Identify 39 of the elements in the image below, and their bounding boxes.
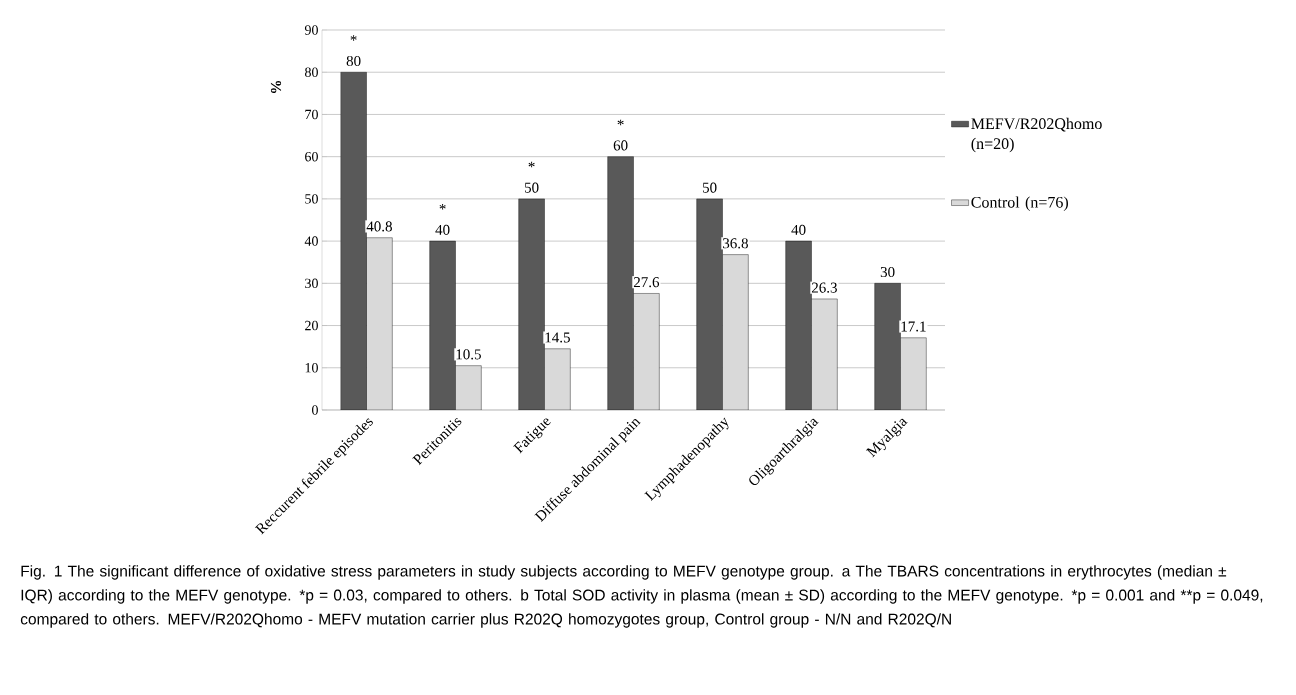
data-label: 26.3 — [811, 282, 837, 293]
bar — [544, 348, 571, 410]
y-tick-label: 80 — [305, 67, 318, 77]
annotation: * — [350, 35, 357, 41]
y-tick-label: 20 — [305, 320, 318, 331]
data-label: 36.8 — [723, 238, 748, 249]
data-label: 30 — [880, 267, 895, 278]
caption: Fig. 1 The significant difference of oxidative stress parameters in study subjects according to MEFV genotype group. a The TBARS concentrations in erythrocytes (median ± IQR) according to the MEFV genotype. *p = 0.03, compared to others. b Total SOD activity in plasma (mean ± SD) according to the MEFV genotype. *p = 0.001 and **p = 0.049, compared to others. MEFV/R202Qhomo - MEFV mutation carrier plus R202Q homozygotes group, Control group - N/N and R202Q/N — [20, 565, 1263, 628]
data-label: 14.5 — [545, 332, 570, 343]
bar — [366, 237, 393, 410]
y-tick-label: 70 — [305, 109, 318, 120]
data-label: 60 — [613, 140, 628, 151]
y-tick-label: 10 — [305, 363, 318, 373]
data-label: 17.1 — [901, 321, 926, 332]
y-tick-label: 50 — [305, 194, 318, 204]
bar — [722, 254, 749, 410]
annotation: * — [528, 161, 535, 168]
y-axis-title: % — [270, 80, 282, 93]
data-label: 40.8 — [366, 221, 392, 232]
y-tick-label: 0 — [312, 405, 318, 415]
annotation: * — [617, 119, 624, 126]
data-label: 50 — [702, 182, 717, 193]
bar — [455, 365, 482, 410]
data-label: 80 — [346, 55, 361, 67]
data-label: 27.6 — [633, 277, 660, 288]
legend-label: MEFV/R202Qhomo (n=20) — [971, 117, 1102, 153]
y-tick-label: 60 — [305, 151, 318, 162]
data-label: 40 — [791, 224, 806, 235]
bar — [633, 293, 660, 410]
legend-label: Control (n=76) — [971, 196, 1068, 211]
bar — [811, 298, 838, 410]
annotation: * — [439, 204, 446, 210]
bar — [900, 337, 927, 410]
y-tick-label: 90 — [304, 25, 318, 35]
y-tick-label: 40 — [304, 236, 318, 246]
data-label: 10.5 — [456, 349, 481, 360]
data-label: 50 — [524, 182, 539, 193]
data-label: 40 — [435, 224, 450, 235]
y-tick-label: 30 — [305, 278, 318, 289]
